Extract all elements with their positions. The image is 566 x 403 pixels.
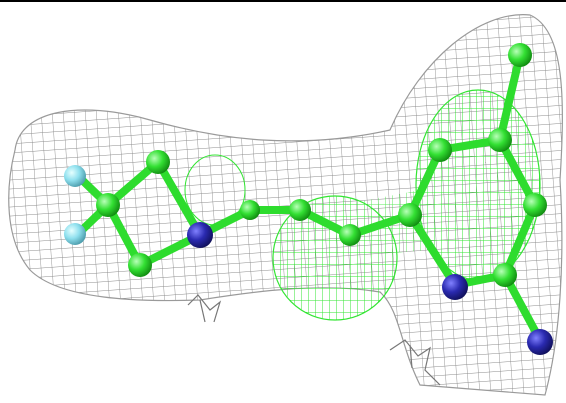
nitrogen-atom <box>442 274 468 300</box>
fragment <box>389 339 441 386</box>
carbon-atom <box>523 193 547 217</box>
carbon-atom <box>508 43 532 67</box>
carbon-atom <box>428 138 452 162</box>
ligand-atoms <box>64 43 553 355</box>
mesh-bridge <box>290 190 430 260</box>
carbon-atom <box>488 128 512 152</box>
fluorine-atom <box>64 223 86 245</box>
residue-fragments <box>187 294 441 386</box>
carbon-atom <box>339 224 361 246</box>
nitrogen-atom <box>527 329 553 355</box>
carbon-atom <box>146 150 170 174</box>
carbon-atom <box>398 203 422 227</box>
fragment <box>187 294 222 323</box>
carbon-atom <box>96 193 120 217</box>
fluorine-atom <box>64 165 86 187</box>
carbon-atom <box>240 200 260 220</box>
carbon-atom <box>128 253 152 277</box>
nitrogen-atom <box>187 222 213 248</box>
carbon-atom <box>289 199 311 221</box>
carbon-atom <box>493 263 517 287</box>
